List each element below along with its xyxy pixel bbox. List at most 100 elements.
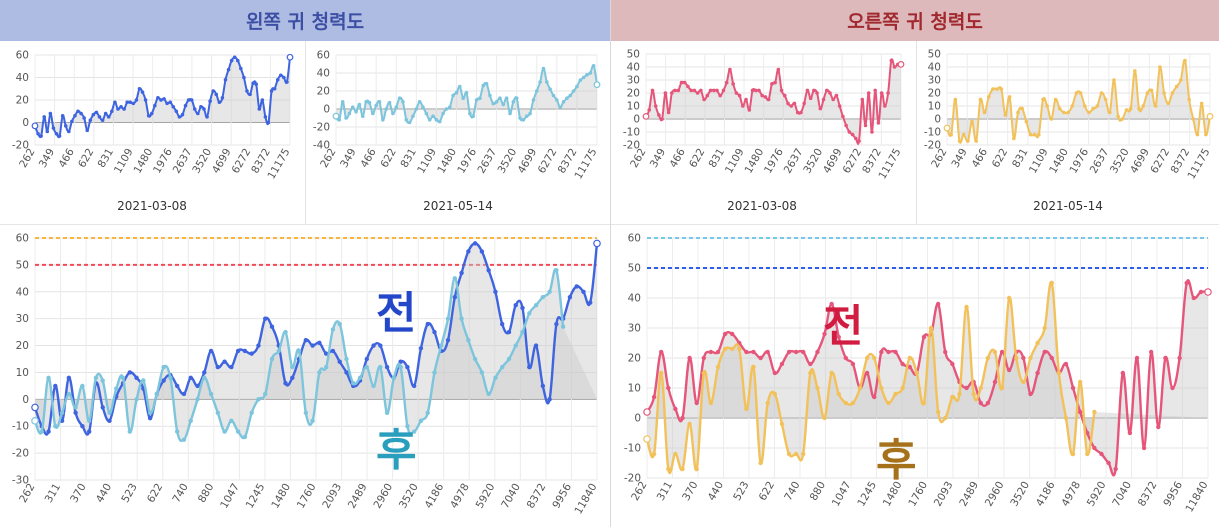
data-point [414,107,419,111]
data-point [188,418,193,424]
data-point [425,321,430,327]
y-tick-label: -20 [313,122,330,134]
data-point [147,415,153,421]
data-point [464,91,469,95]
data-point [397,96,402,100]
x-tick-label: 466 [970,146,991,170]
data-point [1003,113,1008,117]
x-tick-label: 3520 [190,147,214,176]
data-point [588,300,593,305]
data-point [850,361,856,367]
y-tick-label: 40 [627,62,640,74]
data-point [986,95,991,99]
x-tick-label: 3520 [397,482,421,511]
data-point [479,249,485,254]
data-point [269,356,275,362]
data-point [533,343,539,348]
data-point [437,119,442,124]
data-point [36,131,40,136]
data-point [950,394,955,400]
left-ear-panel: 왼쪽 귀 청력도 -20 0 20 40 60 262 349 466 622 831 1109 14… [0,0,610,516]
data-point [232,55,237,60]
x-tick-label: 1047 [218,482,242,511]
data-point [364,364,369,370]
data-point [357,102,362,107]
data-point [1035,370,1040,376]
data-point [801,349,806,355]
data-point [66,375,72,381]
x-tick-label: 6272 [536,147,560,176]
data-point [792,101,797,106]
data-point [575,84,579,89]
data-point [1187,97,1191,102]
x-tick-label: 2093 [932,480,956,509]
left-small-after-date: 2021-05-14 [423,199,493,213]
data-point [195,383,200,389]
left-before-label: 전 [376,288,417,339]
x-tick-label: 311 [655,480,675,503]
data-point [263,391,268,397]
data-point [1021,379,1026,385]
data-point [722,346,728,352]
x-tick-label: 4699 [516,147,540,176]
data-point [765,400,770,406]
data-point [943,124,951,132]
data-point [471,114,475,118]
data-point [588,71,593,75]
data-point [866,91,871,95]
data-point [357,375,363,381]
data-point [269,324,275,329]
y-tick-label: 60 [317,50,330,62]
x-tick-label: 440 [706,480,726,503]
data-point [747,108,752,112]
data-point [737,346,742,352]
data-point [1204,132,1208,137]
data-point [120,375,126,381]
x-tick-label: 370 [68,482,88,505]
data-point [451,93,455,98]
data-point [659,349,664,355]
data-point [551,93,556,98]
data-point [824,88,829,93]
data-point [694,466,699,472]
data-point [147,410,153,415]
data-point [364,356,369,362]
data-point [165,101,169,106]
data-point [995,87,999,91]
data-point [1112,78,1116,82]
data-point [935,301,941,307]
data-point [779,88,784,93]
data-point [538,80,542,84]
data-point [245,89,249,93]
data-point [585,73,589,77]
data-point [106,115,111,119]
y-tick-label: -20 [12,448,29,460]
y-tick-label: 50 [16,259,29,271]
y-tick-label: 20 [928,88,941,100]
data-point [31,122,39,130]
x-tick-label: 1109 [112,147,136,176]
data-point [718,93,723,98]
data-point [183,103,188,108]
data-point [229,58,234,63]
data-point [143,98,148,102]
data-point [459,270,464,276]
right-small-after-date: 2021-05-14 [1033,199,1103,213]
data-point [208,348,214,354]
right-after-label: 후 [876,435,917,486]
data-point [822,415,827,421]
data-point [196,111,200,116]
data-point [508,111,512,116]
data-point [760,93,765,98]
y-tick-label: 0 [22,117,29,129]
x-tick-label: 880 [808,480,828,503]
data-point [533,303,539,308]
x-tick-label: 1760 [295,482,319,511]
data-point [506,329,512,335]
data-point [57,134,62,138]
data-point [1206,112,1214,120]
data-point [161,364,166,370]
data-point [378,343,383,348]
data-point [686,84,690,89]
